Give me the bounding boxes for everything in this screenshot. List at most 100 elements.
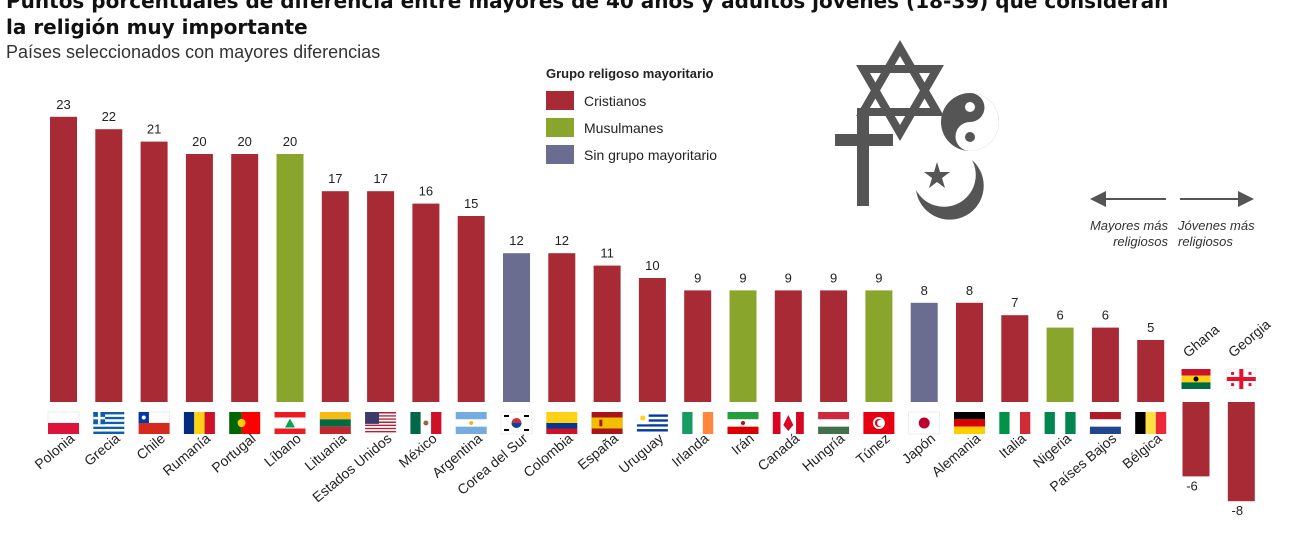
value-label-italia: 7: [1011, 295, 1018, 310]
value-label-estados-unidos: 17: [373, 171, 387, 186]
flag-argentina-icon: [455, 412, 487, 434]
category-label-belgica: Bélgica: [1119, 430, 1165, 472]
bar-uruguay: [638, 278, 666, 402]
flag-espana-icon: [591, 412, 623, 434]
chart-title-line1: Puntos porcentuales de diferencia entre …: [6, 0, 1169, 13]
value-label-libano: 20: [283, 134, 297, 149]
category-label-alemania: Alemania: [928, 430, 983, 480]
flag-grecia-icon: [93, 412, 125, 434]
value-label-hungria: 9: [830, 270, 837, 285]
value-label-ghana: -6: [1186, 478, 1198, 493]
chart-title: Puntos porcentuales de diferencia entre …: [6, 0, 1286, 40]
category-label-ghana: Ghana: [1180, 321, 1223, 360]
bar-rumania: [185, 154, 213, 402]
star-of-david-icon: [856, 40, 944, 141]
value-label-corea-del-sur: 12: [509, 233, 523, 248]
legend-title: Grupo religoso mayoritario: [546, 66, 714, 81]
value-label-japon: 8: [921, 283, 928, 298]
bar-lituania: [321, 191, 349, 402]
bar-georgia: [1227, 402, 1255, 502]
note-older-more-religious: Mayores más religiosos: [1089, 218, 1168, 249]
bar-irlanda: [684, 290, 712, 402]
category-label-hungria: Hungría: [799, 430, 848, 474]
category-label-japon: Japón: [899, 430, 939, 467]
category-label-georgia: Georgia: [1225, 316, 1274, 360]
yin-yang-icon: [941, 93, 999, 151]
category-label-iran: Irán: [728, 430, 757, 458]
bar-chile: [140, 141, 168, 402]
flag-nigeria-icon: [1044, 412, 1076, 434]
category-label-estados-unidos: Estados Unidos: [309, 430, 394, 505]
flag-estados-unidos-icon: [365, 412, 397, 434]
value-label-portugal: 20: [237, 134, 251, 149]
value-label-nigeria: 6: [1056, 308, 1063, 323]
category-label-italia: Italia: [996, 430, 1029, 461]
bar-ghana: [1182, 402, 1210, 477]
value-label-irlanda: 9: [694, 270, 701, 285]
category-label-libano: Líbano: [261, 430, 304, 470]
bar-canada: [774, 290, 802, 402]
flag-alemania-icon: [954, 412, 985, 434]
value-label-argentina: 15: [464, 196, 478, 211]
legend: Grupo religoso mayoritario Cristianos Mu…: [546, 66, 717, 168]
flag-libano-icon: [274, 412, 306, 434]
legend-item-musulmanes: Musulmanes: [546, 114, 717, 141]
note-younger-more-religious: Jóvenes más religiosos: [1178, 218, 1255, 249]
bar-colombia: [548, 253, 576, 402]
bar-espana: [593, 265, 621, 402]
bar-corea-del-sur: [503, 253, 530, 402]
crescent-star-icon: [916, 160, 984, 220]
legend-label-sin-grupo: Sin grupo mayoritario: [584, 146, 718, 163]
bar-polonia: [50, 116, 77, 403]
bar-iran: [729, 290, 757, 402]
chart-subtitle: Países seleccionados con mayores diferen…: [6, 42, 381, 62]
value-label-lituania: 17: [328, 171, 342, 186]
flags-layer: [47, 368, 1257, 435]
flag-hungria-icon: [818, 412, 850, 434]
value-label-grecia: 22: [102, 109, 116, 124]
bar-belgica: [1137, 340, 1165, 402]
flag-portugal-icon: [229, 412, 261, 434]
flag-rumania-icon: [183, 412, 215, 434]
flag-ghana-icon: [1181, 369, 1211, 389]
bar-italia: [1001, 315, 1029, 402]
bar-libano: [276, 154, 304, 402]
bar-japon: [910, 302, 938, 402]
value-label-alemania: 8: [966, 283, 973, 298]
legend-swatch-sin-grupo: [546, 145, 574, 164]
value-label-georgia: -8: [1232, 503, 1244, 518]
value-label-tunez: 9: [875, 270, 882, 285]
bar-nigeria: [1046, 327, 1074, 402]
flag-lituania-icon: [319, 412, 351, 434]
flag-irlanda-icon: [682, 412, 714, 434]
bar-tunez: [865, 290, 893, 402]
flag-italia-icon: [999, 412, 1031, 434]
legend-label-cristianos: Cristianos: [584, 92, 647, 109]
flag-uruguay-icon: [636, 412, 668, 434]
category-label-colombia: Colombia: [520, 430, 576, 480]
bars-layer: [50, 116, 1255, 502]
category-label-grecia: Grecia: [81, 430, 123, 469]
religion-symbols-icon: [835, 40, 999, 220]
flag-chile-icon: [138, 411, 170, 434]
cross-icon: [835, 108, 893, 206]
legend-item-sin-grupo: Sin grupo mayoritario: [546, 141, 717, 168]
category-label-tunez: Túnez: [853, 430, 893, 467]
value-label-espana: 11: [600, 246, 614, 261]
bar-portugal: [231, 154, 259, 402]
flag-tunez-icon: [863, 412, 895, 434]
legend-label-musulmanes: Musulmanes: [584, 119, 664, 136]
category-label-espana: España: [574, 430, 621, 473]
value-label-belgica: 5: [1147, 320, 1154, 335]
value-label-mexico: 16: [419, 184, 433, 199]
flag-japon-icon: [908, 411, 940, 435]
value-label-canada: 9: [785, 270, 792, 285]
flag-colombia-icon: [546, 412, 578, 434]
bar-hungria: [820, 290, 848, 402]
flag-polonia-icon: [47, 411, 80, 434]
value-label-iran: 9: [739, 270, 746, 285]
flag-corea-del-sur-icon: [500, 411, 533, 435]
flag-paises-bajos-icon: [1089, 412, 1121, 434]
value-label-paises-bajos: 6: [1102, 308, 1109, 323]
